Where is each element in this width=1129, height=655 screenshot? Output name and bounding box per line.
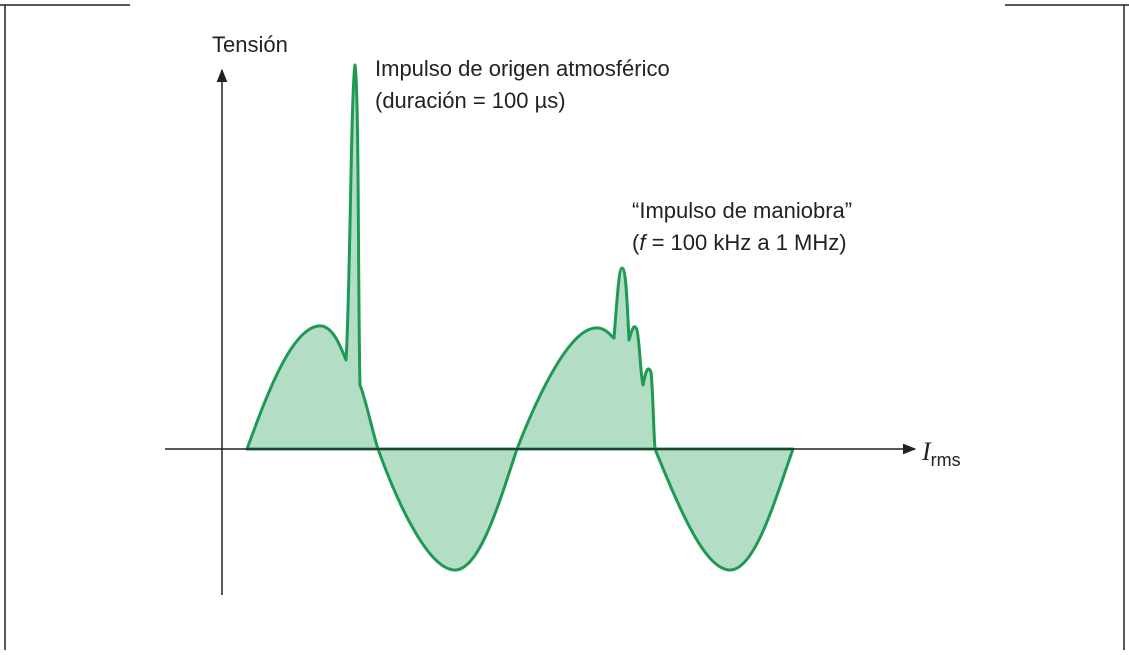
annotation-line: “Impulso de maniobra” xyxy=(632,198,852,223)
x-label-sub: rms xyxy=(931,450,961,470)
annotation-line: (duración = 100 µs) xyxy=(375,88,566,113)
annotation-line: (f = 100 kHz a 1 MHz) xyxy=(632,230,847,255)
x-axis-label: Irms xyxy=(921,437,961,470)
symbol: f xyxy=(639,230,648,255)
text: = 100 kHz a 1 MHz) xyxy=(645,230,846,255)
y-axis-label: Tensión xyxy=(212,32,288,57)
paren: ( xyxy=(632,230,640,255)
x-label-main: I xyxy=(921,437,932,466)
waveform xyxy=(245,63,795,572)
annotation-line: Impulso de origen atmosférico xyxy=(375,56,670,81)
frame xyxy=(0,4,1129,650)
